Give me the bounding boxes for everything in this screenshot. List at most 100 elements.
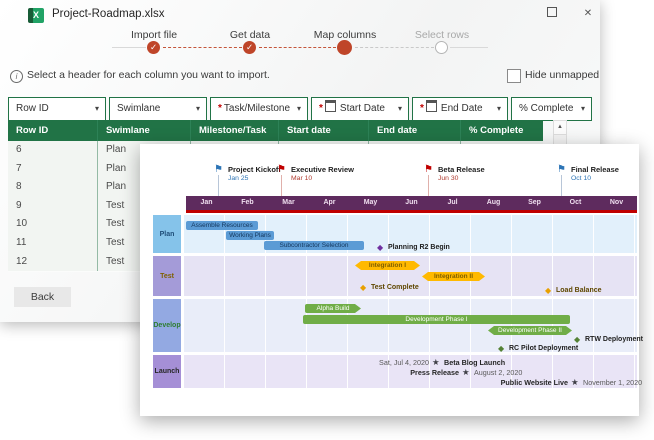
milestone-label: Load Balance	[556, 287, 602, 294]
step-done-icon[interactable]: ✓	[243, 41, 256, 54]
milestone-flag-label: Final Release	[571, 165, 619, 174]
column-mapping-dropdown-swimlane[interactable]: Swimlane ▾	[109, 97, 207, 121]
cell-row-id: 10	[8, 215, 98, 234]
info-icon: i	[10, 70, 23, 83]
back-button[interactable]: Back	[14, 287, 71, 307]
star-icon: ★	[571, 377, 579, 387]
required-asterisk: *	[420, 103, 424, 114]
flag-pole	[218, 175, 219, 196]
step-done-icon[interactable]: ✓	[147, 41, 160, 54]
month-label: Jan	[200, 199, 213, 206]
cell-row-id: 6	[8, 141, 98, 160]
month-axis: Jan Feb Mar Apr May Jun Jul Aug Sep Oct …	[186, 196, 637, 210]
lane-launch: Sat, Jul 4, 2020 ★ Beta Blog Launch Pres…	[184, 355, 642, 388]
chevron-down-icon: ▾	[580, 104, 585, 113]
task-bar: Assemble Resources	[186, 221, 258, 230]
month-label: Nov	[609, 199, 624, 206]
required-asterisk: *	[319, 103, 323, 114]
milestone-flag-date: Mar 10	[291, 175, 313, 182]
dropdown-value: % Complete	[519, 103, 574, 114]
lane-label-test: Test	[153, 256, 181, 296]
column-mapping-dropdown-task-title[interactable]: *Task/Milestone Title ▾	[210, 97, 308, 136]
step-upcoming-dot[interactable]	[435, 41, 448, 54]
milestone-label: Test Complete	[371, 284, 419, 291]
step-label-select-rows[interactable]: Select rows	[414, 29, 470, 41]
dropdown-value: Row ID	[16, 103, 49, 114]
milestone-diamond: ◆	[360, 283, 367, 292]
roadmap-chart-preview: ⚑ Project Kickoff Jan 25 ⚑ Executive Rev…	[140, 144, 643, 416]
month-label: Aug	[486, 199, 501, 206]
maximize-button[interactable]	[545, 7, 559, 21]
star-icon: ★	[462, 367, 470, 377]
step-current-dot[interactable]	[337, 40, 352, 55]
task-bar: Alpha Build	[305, 304, 361, 313]
milestone-flag-date: Jan 25	[228, 175, 249, 182]
lane-label-launch: Launch	[153, 355, 181, 388]
launch-event-name: Press Release	[410, 368, 459, 377]
cell-row-id: 8	[8, 178, 98, 197]
cell-row-id: 7	[8, 159, 98, 179]
table-header: Row ID Swimlane Milestone/Task Title Sta…	[8, 120, 543, 157]
stepper-connector	[163, 47, 242, 48]
lane-plan: Assemble Resources Working Plans Subcont…	[184, 215, 637, 253]
month-label: Oct	[569, 199, 582, 206]
step-label-map-columns[interactable]: Map columns	[313, 29, 377, 41]
titlebar: X Project-Roadmap.xlsx ✕	[0, 0, 600, 28]
lane-test: Integration I Integration II ◆ Test Comp…	[184, 256, 637, 296]
dropdown-value: Swimlane	[117, 103, 161, 114]
dropdown-value: End Date	[440, 103, 483, 114]
excel-icon: X	[28, 8, 44, 23]
milestone-flag-label: Beta Release	[438, 165, 485, 174]
axis-underline	[186, 210, 637, 213]
close-button[interactable]: ✕	[583, 8, 593, 19]
milestone-flag-label: Executive Review	[291, 165, 354, 174]
month-label: Sep	[528, 199, 541, 206]
lane-develop: Alpha Build Development Phase I Developm…	[184, 299, 643, 353]
column-mapping-dropdown-end-date[interactable]: * End Date ▾	[412, 97, 508, 121]
column-header: Milestone/Task Title	[191, 120, 279, 157]
stepper-connector	[259, 47, 336, 48]
column-mapping-dropdown-row-id[interactable]: Row ID ▾	[8, 97, 106, 121]
task-bar: Integration I	[355, 261, 420, 270]
flag-pole	[428, 175, 429, 196]
window-title: Project-Roadmap.xlsx	[52, 8, 165, 20]
flag-pole	[561, 175, 562, 196]
chevron-down-icon: ▾	[296, 104, 301, 113]
milestone-flag-label: Project Kickoff	[228, 165, 281, 174]
milestone-flag-date: Jun 30	[438, 175, 459, 182]
calendar-icon	[425, 100, 437, 112]
flag-icon: ⚑	[424, 164, 433, 175]
hide-unmapped-label[interactable]: Hide unmapped	[525, 69, 600, 81]
cell-row-id: 11	[8, 234, 98, 253]
column-header: Start date	[279, 120, 369, 141]
month-label: Feb	[241, 199, 254, 206]
flag-icon: ⚑	[557, 164, 566, 175]
task-bar: Integration II	[422, 272, 485, 281]
chevron-down-icon: ▾	[94, 104, 99, 113]
star-icon: ★	[432, 357, 440, 367]
milestone-label: RC Pilot Deployment	[509, 345, 579, 352]
task-bar: Subcontractor Selection	[264, 241, 364, 250]
milestone-label: Planning R2 Begin	[388, 244, 450, 251]
launch-event-name: Public Website Live	[500, 378, 568, 387]
milestone-flag-date: Oct 10	[571, 175, 592, 182]
maximize-icon	[547, 7, 557, 17]
step-label-get-data[interactable]: Get data	[229, 29, 271, 41]
month-label: May	[363, 199, 378, 206]
column-header: Row ID	[8, 120, 98, 141]
lane-label-develop: Develop	[153, 299, 181, 352]
scroll-up-button[interactable]: ▲	[553, 120, 567, 135]
launch-event-name: Beta Blog Launch	[444, 358, 506, 367]
step-label-import-file[interactable]: Import file	[130, 29, 178, 41]
launch-event-date: August 2, 2020	[474, 368, 523, 377]
column-mapping-dropdown-start-date[interactable]: * Start Date ▾	[311, 97, 409, 121]
flag-icon: ⚑	[214, 164, 223, 175]
chevron-down-icon: ▾	[397, 104, 402, 113]
column-mapping-dropdown-percent-complete[interactable]: % Complete ▾	[511, 97, 592, 121]
cell-row-id: 9	[8, 196, 98, 216]
hide-unmapped-checkbox[interactable]	[507, 69, 521, 83]
stepper-connector	[112, 47, 146, 48]
milestone-diamond: ◆	[498, 344, 505, 353]
flag-icon: ⚑	[277, 164, 286, 175]
flag-pole	[281, 175, 282, 196]
